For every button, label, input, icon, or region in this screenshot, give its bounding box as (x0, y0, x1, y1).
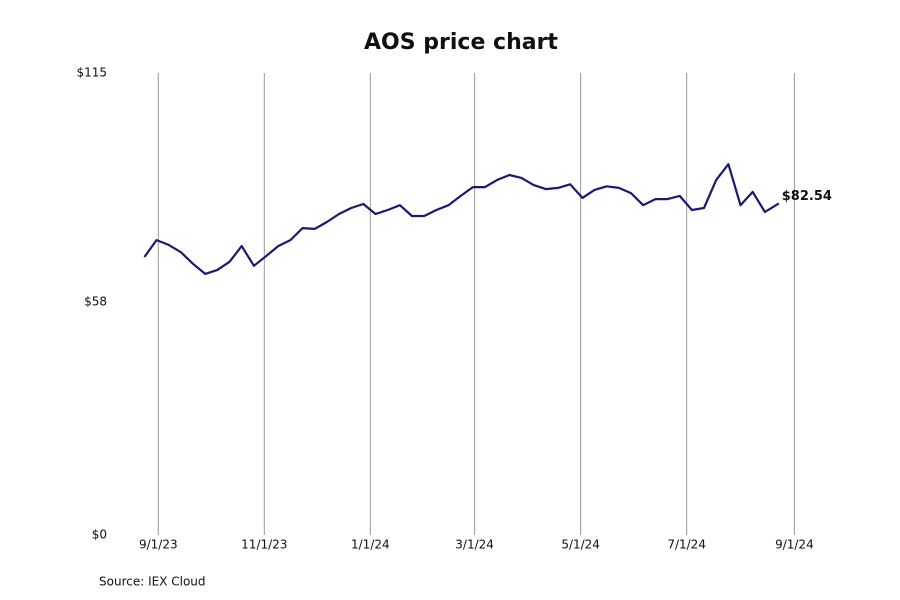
source-note: Source: IEX Cloud (99, 575, 206, 589)
value-label: $82.54 (782, 189, 832, 204)
y-tick-label: $115 (76, 66, 107, 80)
x-tick-label: 9/1/24 (775, 538, 814, 552)
x-tick-label: 1/1/24 (351, 538, 390, 552)
x-tick-label: 9/1/23 (139, 538, 178, 552)
x-tick-label: 5/1/24 (561, 538, 600, 552)
y-tick-label: $0 (92, 528, 107, 542)
chart-title: AOS price chart (364, 30, 558, 55)
price-line (143, 163, 780, 275)
x-tick-label: 7/1/24 (667, 538, 706, 552)
y-tick-label: $58 (84, 294, 107, 308)
x-tick-label: 11/1/23 (241, 538, 287, 552)
x-tick-label: 3/1/24 (455, 538, 494, 552)
